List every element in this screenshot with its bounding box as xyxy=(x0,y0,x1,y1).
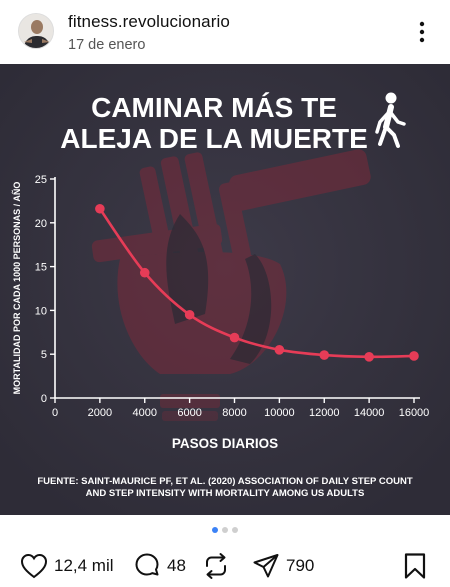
carousel-indicator xyxy=(0,527,450,537)
data-point-2000 xyxy=(95,203,105,214)
x-tick-label: 4000 xyxy=(133,407,157,419)
post-actions-bar: 12,4 mil 48 790 xyxy=(0,544,450,587)
x-tick-label: 10000 xyxy=(264,407,295,419)
data-point-14000 xyxy=(364,352,374,362)
y-tick-label: 25 xyxy=(35,174,47,186)
more-vertical-icon xyxy=(419,21,425,43)
infographic-title-line2: ALEJA DE LA MUERTE xyxy=(60,123,368,154)
source-line2: AND STEP INTENSITY WITH MORTALITY AMONG … xyxy=(86,488,365,499)
avatar-photo xyxy=(19,14,53,48)
comment-action: 48 xyxy=(133,552,186,580)
x-tick-label: 0 xyxy=(52,407,58,419)
carousel-dot[interactable] xyxy=(222,527,228,533)
data-point-6000 xyxy=(184,309,195,320)
data-point-4000 xyxy=(139,267,150,278)
y-axis-label: MORTALIDAD POR CADA 1000 PERSONAS / AÑO xyxy=(12,182,22,395)
save-action xyxy=(403,552,427,580)
share-action: 790 xyxy=(252,552,314,580)
carousel-dot[interactable] xyxy=(232,527,238,533)
data-point-16000 xyxy=(409,351,419,361)
infographic-title-line1: CAMINAR MÁS TE xyxy=(91,92,337,123)
x-axis-ticks: 0 2000 4000 6000 8000 10000 12000 14000 16000 xyxy=(52,398,429,419)
share-count[interactable]: 790 xyxy=(286,556,315,575)
y-tick-label: 10 xyxy=(35,305,47,317)
post-image[interactable]: CAMINAR MÁS TE ALEJA DE LA MUERTE 0 5 10 15… xyxy=(0,64,450,515)
avatar[interactable] xyxy=(18,13,54,49)
like-action: 12,4 mil xyxy=(20,552,114,580)
x-tick-label: 14000 xyxy=(354,407,385,419)
y-axis-ticks: 0 5 10 15 20 25 xyxy=(35,174,55,405)
data-point-12000 xyxy=(319,350,330,360)
comment-count[interactable]: 48 xyxy=(167,556,186,575)
source-line1: FUENTE: SAINT-MAURICE PF, ET AL. (2020) … xyxy=(37,476,412,487)
y-tick-label: 0 xyxy=(41,393,47,405)
send-icon[interactable] xyxy=(252,552,280,580)
data-point-8000 xyxy=(229,332,240,343)
x-tick-label: 8000 xyxy=(222,407,246,419)
x-tick-label: 12000 xyxy=(309,407,340,419)
walking-person-icon xyxy=(375,92,406,148)
heart-icon[interactable] xyxy=(20,553,48,579)
data-point-10000 xyxy=(274,345,285,355)
series-points xyxy=(95,203,419,362)
x-tick-label: 2000 xyxy=(88,407,112,419)
bookmark-icon[interactable] xyxy=(403,552,427,580)
comment-icon[interactable] xyxy=(133,552,161,580)
y-tick-label: 20 xyxy=(35,218,47,230)
repost-action xyxy=(203,552,229,580)
carousel-dot[interactable] xyxy=(212,527,218,533)
more-options-button[interactable] xyxy=(410,18,434,46)
username[interactable]: fitness.revolucionario xyxy=(68,12,230,31)
y-tick-label: 15 xyxy=(35,262,47,274)
x-axis-label: PASOS DIARIOS xyxy=(172,436,278,451)
post-header: fitness.revolucionario 17 de enero xyxy=(0,0,450,64)
infographic-chart: CAMINAR MÁS TE ALEJA DE LA MUERTE 0 5 10 15… xyxy=(0,64,450,515)
y-tick-label: 5 xyxy=(41,349,47,361)
chart-axes xyxy=(54,177,420,399)
x-tick-label: 16000 xyxy=(399,407,430,419)
post-date: 17 de enero xyxy=(68,37,146,53)
like-count[interactable]: 12,4 mil xyxy=(54,556,114,575)
x-tick-label: 6000 xyxy=(177,407,201,419)
repost-icon[interactable] xyxy=(203,552,229,580)
